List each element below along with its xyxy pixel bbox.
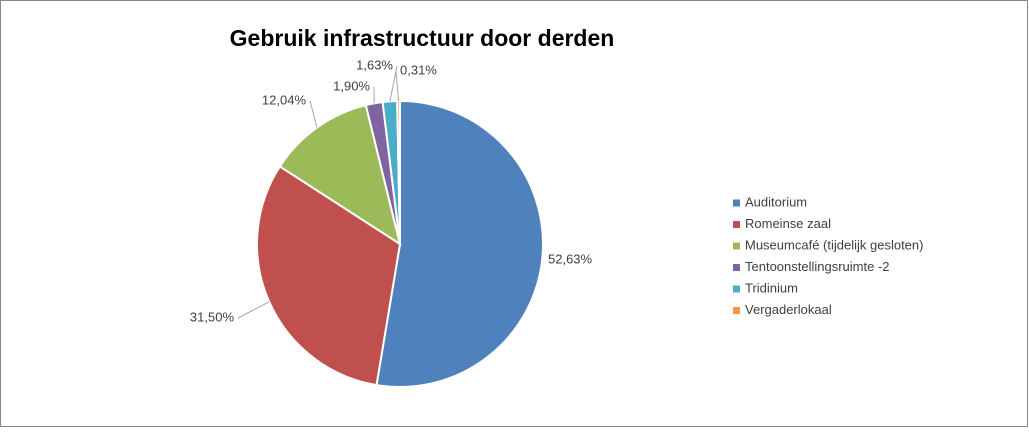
data-label: 0,31% (400, 62, 437, 77)
legend-swatch (733, 264, 740, 271)
legend-swatch (733, 286, 740, 293)
legend-label: Vergaderlokaal (745, 302, 832, 317)
legend-swatch (733, 307, 740, 314)
data-label: 1,90% (333, 78, 370, 93)
legend-label: Tridinium (745, 280, 798, 295)
data-label: 12,04% (262, 92, 307, 107)
chart-title: Gebruik infrastructuur door derden (230, 25, 615, 51)
data-label: 1,63% (356, 57, 393, 72)
legend-swatch (733, 243, 740, 250)
legend-label: Auditorium (745, 194, 807, 209)
legend-swatch (733, 221, 740, 228)
data-label: 31,50% (190, 309, 235, 324)
legend-swatch (733, 200, 740, 207)
legend-label: Romeinse zaal (745, 216, 831, 231)
data-label: 52,63% (548, 251, 593, 266)
legend-label: Museumcafé (tijdelijk gesloten) (745, 237, 923, 252)
legend-label: Tentoonstellingsruimte -2 (745, 259, 890, 274)
